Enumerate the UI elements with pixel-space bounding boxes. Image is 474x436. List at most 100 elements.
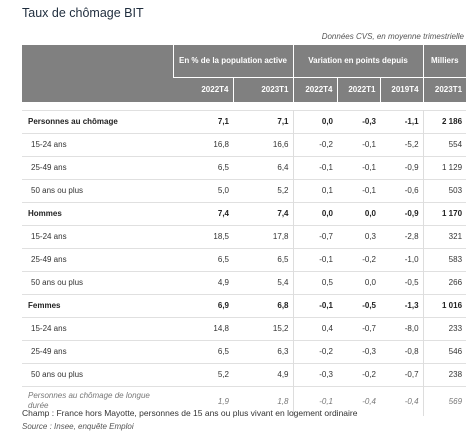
cell: -5,2 — [404, 140, 419, 149]
cell: 6,5 — [217, 347, 229, 356]
cell: 6,9 — [217, 301, 229, 310]
cell: -0,6 — [404, 186, 419, 195]
header-col-5: 2019T4 — [379, 77, 424, 102]
cell: 5,2 — [277, 186, 289, 195]
cell: -0,4 — [362, 396, 376, 406]
footer-scope: Champ : France hors Mayotte, personnes d… — [22, 408, 358, 418]
cell: -0,9 — [404, 163, 419, 172]
table-row-total: Personnes au chômage 7,1 7,1 0,0 -0,3 -1… — [22, 110, 467, 133]
header-col-3: 2022T4 — [292, 77, 337, 102]
cell: 7,4 — [277, 209, 289, 218]
cell: 4,9 — [277, 370, 289, 379]
row-label: Femmes — [28, 301, 61, 310]
cell: 0,0 — [292, 110, 337, 133]
spacer-row — [22, 102, 466, 110]
cell: -0,2 — [292, 340, 337, 363]
cell: 16,8 — [213, 140, 229, 149]
row-label: Personnes au chômage — [28, 117, 118, 126]
cell: -0,4 — [404, 396, 419, 406]
cell: 6,4 — [277, 163, 289, 172]
cell: -0,7 — [362, 324, 376, 333]
cell: 7,1 — [217, 117, 229, 126]
cell: -0,1 — [292, 294, 337, 317]
cell: -1,3 — [404, 301, 419, 310]
table-row: 50 ans ou plus 5,0 5,2 0,1 -0,1 -0,6 503 — [22, 179, 467, 202]
cell: 546 — [422, 340, 467, 363]
cell: 6,5 — [277, 255, 289, 264]
page-title: Taux de chômage BIT — [22, 6, 144, 20]
cell: 0,3 — [364, 232, 376, 241]
cell: -0,7 — [292, 225, 337, 248]
table-row: 25-49 ans 6,5 6,4 -0,1 -0,1 -0,9 1 129 — [22, 156, 467, 179]
cell: -1,1 — [404, 117, 419, 126]
table-row: 25-49 ans 6,5 6,3 -0,2 -0,3 -0,8 546 — [22, 340, 467, 363]
cell: -0,5 — [404, 278, 419, 287]
cell: 6,5 — [217, 163, 229, 172]
cell: -0,1 — [292, 156, 337, 179]
header-row-groups: En % de la population active Variation e… — [22, 45, 467, 102]
cell: 14,8 — [213, 324, 229, 333]
table-row: 15-24 ans 16,8 16,6 -0,2 -0,1 -5,2 554 — [22, 133, 467, 156]
cell: 0,0 — [364, 209, 376, 218]
cell: -0,2 — [362, 255, 376, 264]
header-group-population: En % de la population active — [172, 45, 293, 78]
cell: -0,1 — [362, 186, 376, 195]
header-col-6: 2023T1 — [422, 77, 467, 102]
cell: -0,1 — [362, 163, 376, 172]
table-row: 50 ans ou plus 4,9 5,4 0,5 0,0 -0,5 266 — [22, 271, 467, 294]
cell: 1,8 — [277, 396, 289, 406]
cell: 583 — [422, 248, 467, 271]
row-label: 50 ans ou plus — [31, 186, 84, 195]
table-row-long-term: Personnes au chômage de longue durée 1,9… — [22, 386, 467, 416]
header-row-periods: 2022T4 2023T1 2022T4 2022T1 2019T4 2023T… — [22, 77, 467, 102]
table-row: 50 ans ou plus 5,2 4,9 -0,3 -0,2 -0,7 23… — [22, 363, 467, 386]
header-corner — [22, 45, 173, 102]
unemployment-table: En % de la population active Variation e… — [22, 45, 467, 416]
cell: 7,4 — [217, 209, 229, 218]
header-group-milliers: Milliers — [422, 45, 467, 78]
cell: -8,0 — [404, 324, 419, 333]
cell: 1 170 — [422, 202, 467, 225]
cell: 6,8 — [277, 301, 289, 310]
cell: 15,2 — [272, 324, 289, 333]
cell: 0,4 — [292, 317, 337, 340]
table-row: 15-24 ans 14,8 15,2 0,4 -0,7 -8,0 233 — [22, 317, 467, 340]
cell: 238 — [422, 363, 467, 386]
cell: 0,0 — [292, 202, 337, 225]
table-row: 25-49 ans 6,5 6,5 -0,1 -0,2 -1,0 583 — [22, 248, 467, 271]
cell: 0,5 — [292, 271, 337, 294]
row-label: 25-49 ans — [31, 255, 67, 264]
row-label: 50 ans ou plus — [31, 370, 84, 379]
cell: -0,5 — [362, 301, 376, 310]
table-row-men: Hommes 7,4 7,4 0,0 0,0 -0,9 1 170 — [22, 202, 467, 225]
row-label: 15-24 ans — [31, 140, 67, 149]
row-label: Hommes — [28, 209, 62, 218]
cell: 6,5 — [217, 255, 229, 264]
header-col-2: 2023T1 — [232, 77, 293, 102]
cell: 5,0 — [217, 186, 229, 195]
cell: 1 129 — [422, 156, 467, 179]
row-label: 25-49 ans — [31, 163, 67, 172]
row-label: 25-49 ans — [31, 347, 67, 356]
cell: -0,7 — [404, 370, 419, 379]
cell: 569 — [422, 386, 467, 416]
cell: 321 — [422, 225, 467, 248]
cell: -0,1 — [362, 140, 376, 149]
cell: 554 — [422, 133, 467, 156]
cell: -0,1 — [292, 386, 337, 416]
cell: -1,0 — [404, 255, 419, 264]
cell: -0,3 — [292, 363, 337, 386]
cell: 5,4 — [277, 278, 289, 287]
cell: 18,5 — [213, 232, 229, 241]
cell: 0,1 — [292, 179, 337, 202]
cell: 4,9 — [217, 278, 229, 287]
table-row: 15-24 ans 18,5 17,8 -0,7 0,3 -2,8 321 — [22, 225, 467, 248]
cell: 233 — [422, 317, 467, 340]
cell: 0,0 — [364, 278, 376, 287]
cell: 7,1 — [277, 117, 289, 126]
cell: -0,3 — [362, 117, 376, 126]
cell: 5,2 — [217, 370, 229, 379]
cell: -0,2 — [292, 133, 337, 156]
cell: 266 — [422, 271, 467, 294]
